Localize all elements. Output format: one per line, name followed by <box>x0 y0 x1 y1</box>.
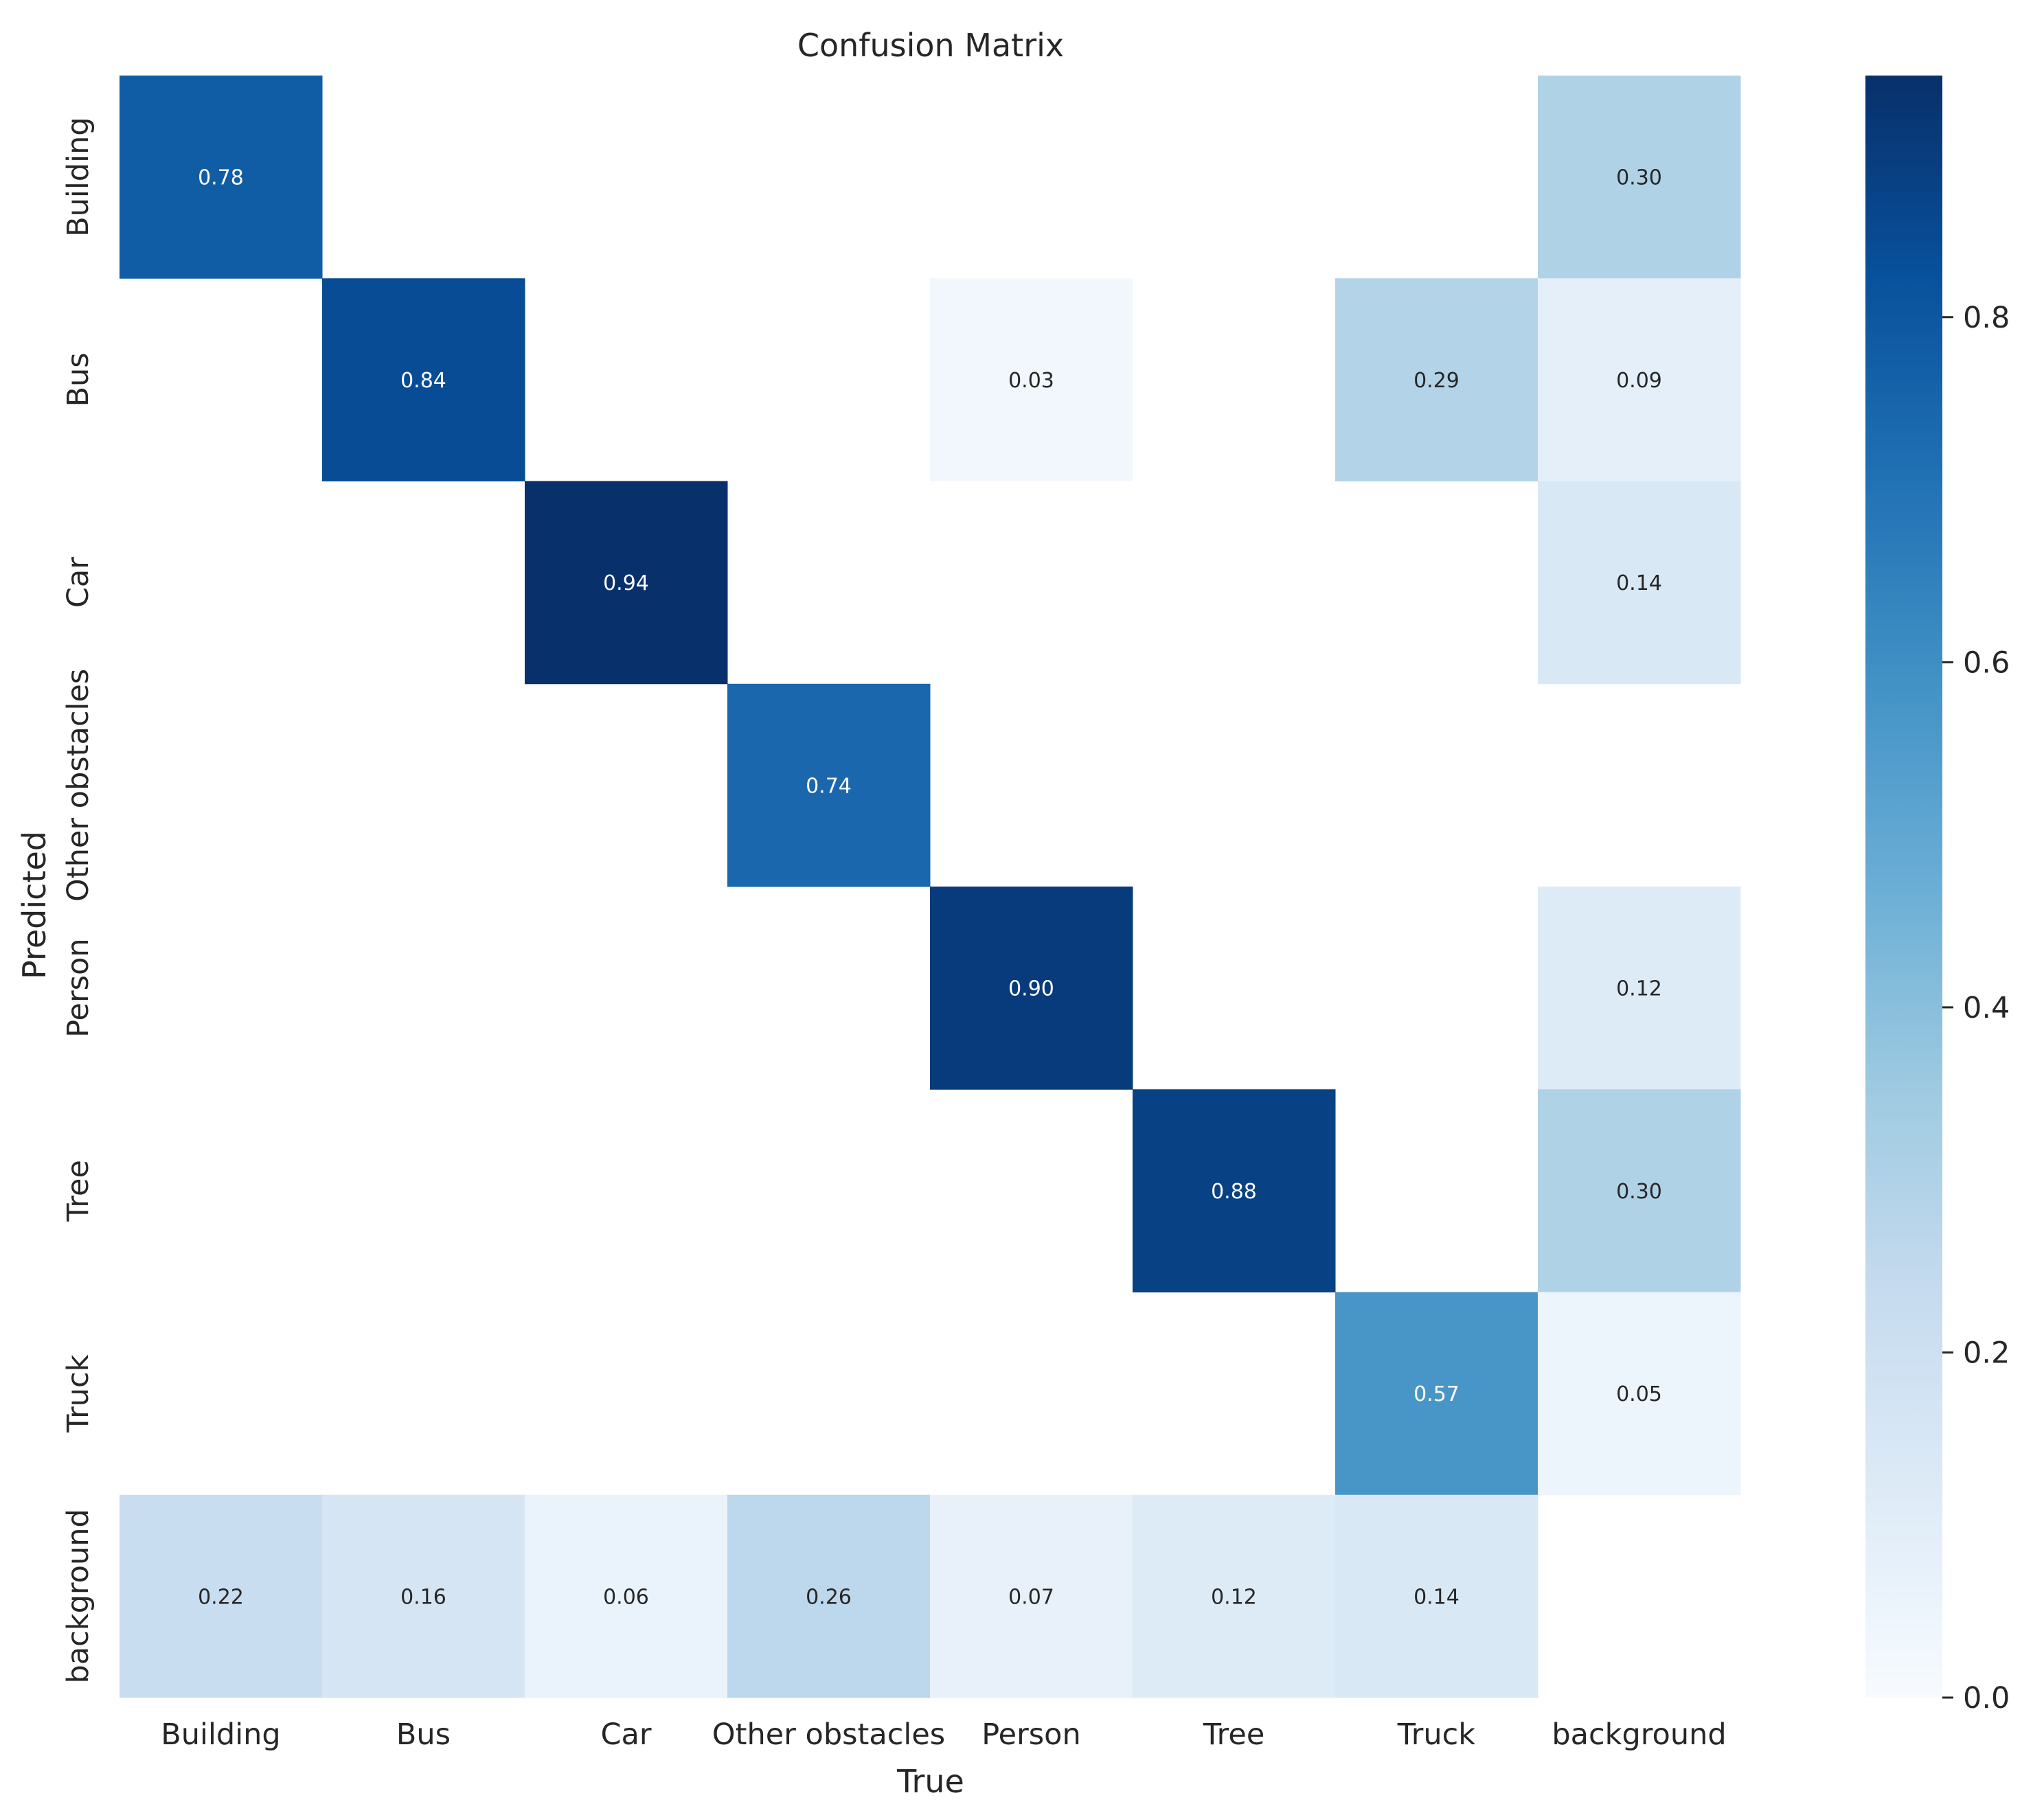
heatmap-cell <box>1335 278 1538 481</box>
x-tick-label: Bus <box>396 1717 451 1752</box>
heatmap-cell <box>1538 76 1741 279</box>
heatmap-cell <box>1133 1494 1336 1698</box>
heatmap-cell <box>120 1494 323 1698</box>
heatmap-cell-label: 0.78 <box>198 166 244 190</box>
heatmap-cell <box>322 278 525 481</box>
heatmap-cell <box>1335 1494 1538 1698</box>
colorbar-tick-label: 0.0 <box>1963 1681 2010 1715</box>
x-tick-label: Other obstacles <box>712 1717 945 1752</box>
x-axis-label: True <box>896 1763 964 1800</box>
heatmap-cell <box>1538 481 1741 685</box>
colorbar-tick-label: 0.6 <box>1963 646 2010 680</box>
heatmap-cell-labels: 0.78 0.30 0.84 0.03 0.29 0.09 0.94 0.14 0.74 0.90… <box>198 166 1662 1610</box>
heatmap-cells <box>120 76 1741 1698</box>
heatmap-cell <box>1538 1292 1741 1496</box>
heatmap-cell <box>1538 278 1741 481</box>
heatmap-cell-label: 0.09 <box>1616 369 1662 393</box>
heatmap-cell-label: 0.22 <box>198 1585 244 1609</box>
heatmap-cell-label: 0.12 <box>1211 1585 1257 1609</box>
colorbar <box>1865 76 1942 1698</box>
heatmap-cell-label: 0.07 <box>1008 1585 1054 1609</box>
y-tick-label: Tree <box>61 1160 95 1222</box>
heatmap-cell-label: 0.30 <box>1616 1180 1662 1204</box>
heatmap-cell-label: 0.03 <box>1008 369 1054 393</box>
heatmap-cell-label: 0.90 <box>1008 977 1054 1001</box>
heatmap-cell-label: 0.29 <box>1413 369 1460 393</box>
y-axis-label: Predicted <box>16 831 53 979</box>
y-tick-labels: Building Bus Car Other obstacles Person Tree T… <box>61 117 95 1683</box>
heatmap-cell-label: 0.16 <box>400 1585 446 1609</box>
heatmap-cell-label: 0.06 <box>603 1585 649 1609</box>
heatmap-cell-label: 0.88 <box>1211 1180 1257 1204</box>
heatmap-cell <box>1133 1089 1336 1292</box>
heatmap-cell <box>525 1494 728 1698</box>
heatmap-cell-label: 0.14 <box>1616 571 1662 595</box>
colorbar-ticks: 0.0 0.2 0.4 0.6 0.8 <box>1942 301 2010 1715</box>
y-tick-label: Car <box>61 557 95 608</box>
heatmap-cell-label: 0.57 <box>1413 1382 1460 1406</box>
heatmap-cell-label: 0.30 <box>1616 166 1662 190</box>
x-tick-label: Building <box>161 1717 280 1752</box>
y-tick-label: Truck <box>61 1354 95 1433</box>
heatmap-cell <box>525 481 728 685</box>
y-tick-label: Person <box>61 938 95 1038</box>
heatmap-cell-label: 0.94 <box>603 571 649 595</box>
x-tick-label: Tree <box>1203 1717 1265 1752</box>
heatmap-cell <box>120 76 323 279</box>
colorbar-tick-label: 0.2 <box>1963 1336 2010 1370</box>
heatmap-cell-label: 0.12 <box>1616 977 1662 1001</box>
colorbar-tick-label: 0.8 <box>1963 301 2010 335</box>
colorbar-tick-label: 0.4 <box>1963 991 2010 1025</box>
y-tick-label: Other obstacles <box>61 669 95 902</box>
heatmap-cell <box>1538 1089 1741 1292</box>
heatmap-cell <box>930 278 1133 481</box>
heatmap-cell <box>930 887 1133 1090</box>
x-tick-label: background <box>1552 1717 1726 1752</box>
x-tick-labels: Building Bus Car Other obstacles Person Tree T… <box>161 1717 1726 1752</box>
heatmap-cell <box>322 1494 525 1698</box>
y-tick-label: Bus <box>61 352 95 407</box>
heatmap-cell-label: 0.84 <box>400 369 446 393</box>
heatmap-cell-label: 0.14 <box>1413 1585 1460 1609</box>
heatmap-cell <box>727 1494 931 1698</box>
heatmap-cell-label: 0.26 <box>806 1585 852 1609</box>
chart-title: Confusion Matrix <box>797 27 1064 64</box>
heatmap-cell <box>930 1494 1133 1698</box>
y-tick-label: Building <box>61 117 95 236</box>
x-tick-label: Car <box>600 1717 651 1752</box>
y-tick-label: background <box>61 1509 95 1683</box>
heatmap-cell-label: 0.74 <box>806 774 852 798</box>
heatmap-cell-label: 0.05 <box>1616 1382 1662 1406</box>
heatmap-cell <box>1335 1292 1538 1496</box>
heatmap-cell <box>727 683 931 887</box>
x-tick-label: Truck <box>1397 1717 1476 1752</box>
x-tick-label: Person <box>981 1717 1081 1752</box>
heatmap-cell <box>1538 887 1741 1090</box>
